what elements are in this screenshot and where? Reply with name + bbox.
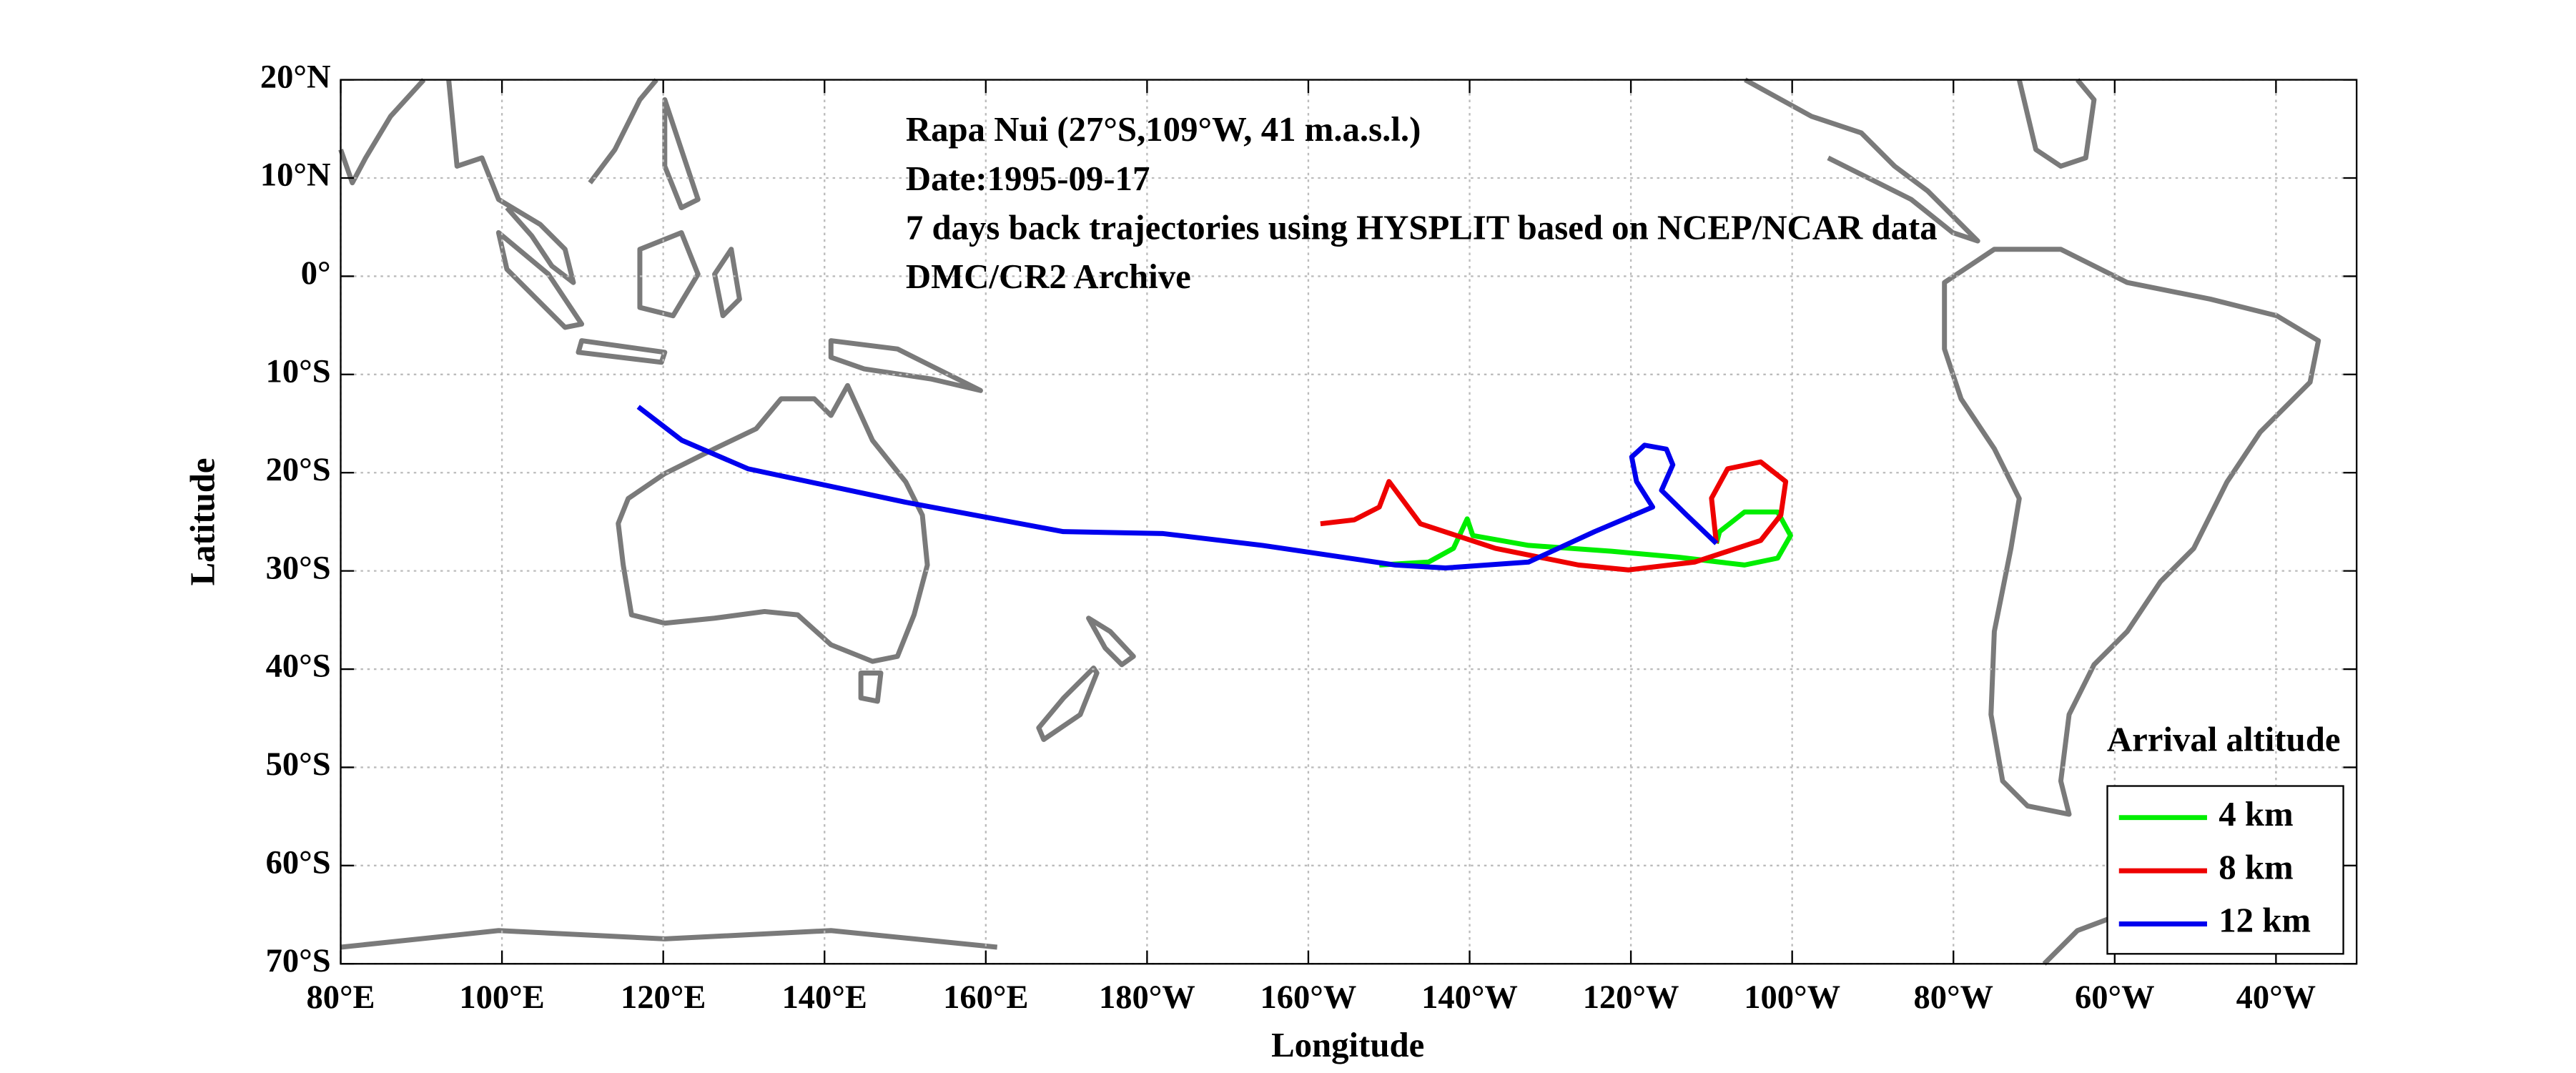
- x-tick-label: 180°W: [1099, 979, 1195, 1016]
- annotation: 7 days back trajectories using HYSPLIT b…: [906, 208, 1938, 247]
- new-guinea: [828, 338, 983, 393]
- y-tick-label: 30°S: [266, 550, 331, 586]
- y-tick-label: 0°: [301, 255, 331, 292]
- sumatra: [495, 229, 585, 330]
- sulawesi: [712, 247, 742, 319]
- y-tick-label: 20°N: [260, 59, 331, 95]
- australia: [616, 382, 930, 664]
- annotation: Rapa Nui (27°S,109°W, 41 m.a.s.l.): [906, 110, 1421, 149]
- south-america: [1942, 247, 2321, 817]
- y-axis-label: Latitude: [183, 458, 222, 585]
- borneo: [637, 229, 701, 319]
- x-axis-label: Longitude: [1271, 1026, 1424, 1064]
- y-tick-label: 10°S: [266, 353, 331, 390]
- x-tick-label: 160°E: [943, 979, 1028, 1016]
- philippines: [662, 97, 701, 211]
- x-tick-label: 140°W: [1421, 979, 1518, 1016]
- java: [576, 338, 668, 365]
- tasmania: [858, 670, 884, 704]
- y-tick-label: 60°S: [266, 845, 331, 881]
- y-tick-label: 70°S: [266, 943, 331, 979]
- trajectory-line: [1320, 459, 1789, 573]
- legend-label: 8 km: [2219, 848, 2293, 886]
- north-america: [1744, 77, 2097, 244]
- x-tick-label: 120°E: [621, 979, 706, 1016]
- new-zealand: [1036, 615, 1136, 742]
- x-tick-label: 100°W: [1744, 979, 1840, 1016]
- y-tick-label: 20°S: [266, 452, 331, 488]
- legend-label: 12 km: [2219, 901, 2311, 940]
- x-tick-label: 80°E: [306, 979, 375, 1016]
- x-tick-label: 120°W: [1583, 979, 1679, 1016]
- legend-label: 4 km: [2219, 795, 2293, 834]
- y-tick-label: 50°S: [266, 746, 331, 783]
- x-tick-label: 140°E: [782, 979, 867, 1016]
- x-tick-label: 100°E: [459, 979, 544, 1016]
- x-tick-label: 40°W: [2236, 979, 2316, 1016]
- annotation: Date:1995-09-17: [906, 159, 1150, 198]
- y-tick-label: 40°S: [266, 648, 331, 685]
- y-tick-label: 10°N: [260, 157, 331, 194]
- legend-title: Arrival altitude: [2107, 720, 2341, 758]
- x-tick-label: 60°W: [2075, 979, 2155, 1016]
- x-tick-label: 160°W: [1260, 979, 1357, 1016]
- asia: [338, 78, 658, 285]
- coastlines: [338, 77, 2321, 966]
- plot-frame: [340, 79, 2358, 965]
- annotation: DMC/CR2 Archive: [906, 257, 1191, 296]
- x-tick-label: 80°W: [1913, 979, 1993, 1016]
- trajectory-line: [636, 405, 1719, 570]
